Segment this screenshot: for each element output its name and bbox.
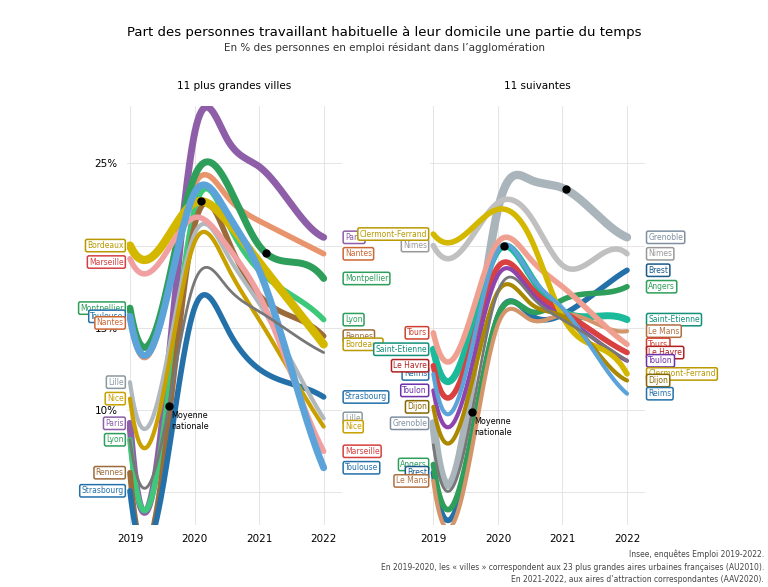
Text: Grenoble: Grenoble — [392, 419, 427, 428]
Text: Nice: Nice — [345, 422, 362, 431]
Text: Nimes: Nimes — [403, 241, 427, 250]
Text: Bordeaux: Bordeaux — [87, 241, 124, 250]
Text: Tours: Tours — [407, 328, 427, 338]
Text: Le Havre: Le Havre — [648, 348, 682, 357]
Text: Lille: Lille — [108, 377, 124, 387]
Text: Saint-Etienne: Saint-Etienne — [376, 345, 427, 354]
Text: Dijon: Dijon — [648, 376, 668, 385]
Text: Le Havre: Le Havre — [393, 361, 427, 370]
Text: Dijon: Dijon — [407, 402, 427, 411]
Text: Montpellier: Montpellier — [345, 274, 388, 283]
Text: Marseille: Marseille — [345, 447, 379, 456]
Text: Nimes: Nimes — [648, 249, 672, 258]
Text: Lille: Lille — [345, 414, 360, 423]
Text: Saint-Etienne: Saint-Etienne — [648, 315, 700, 324]
Text: Angers: Angers — [648, 282, 675, 291]
Text: Le Mans: Le Mans — [648, 326, 680, 336]
Text: Bordeaux: Bordeaux — [345, 340, 382, 349]
Text: Nice: Nice — [107, 394, 124, 403]
Text: Nantes: Nantes — [97, 318, 124, 328]
Text: Paris: Paris — [105, 419, 124, 428]
Text: Marseille: Marseille — [89, 258, 124, 266]
Text: Montpellier: Montpellier — [81, 303, 124, 313]
Text: Toulouse: Toulouse — [345, 463, 378, 473]
Text: Strasbourg: Strasbourg — [81, 486, 124, 495]
Text: Le Mans: Le Mans — [396, 477, 427, 485]
Text: Lyon: Lyon — [106, 436, 124, 444]
Text: Tours: Tours — [648, 340, 668, 349]
Text: Clermont-Ferrand: Clermont-Ferrand — [648, 369, 716, 379]
Text: Rennes: Rennes — [345, 332, 372, 340]
Text: Rennes: Rennes — [96, 468, 124, 477]
Text: Grenoble: Grenoble — [648, 233, 683, 242]
Text: En % des personnes en emploi résidant dans l’agglomération: En % des personnes en emploi résidant da… — [223, 42, 545, 53]
Text: 11 plus grandes villes: 11 plus grandes villes — [177, 81, 291, 91]
Text: Toulouse: Toulouse — [91, 312, 124, 321]
Text: Toulon: Toulon — [402, 386, 427, 395]
Text: Angers: Angers — [400, 460, 427, 469]
Text: Reims: Reims — [648, 389, 671, 398]
Text: Part des personnes travaillant habituelle à leur domicile une partie du temps: Part des personnes travaillant habituell… — [127, 26, 641, 39]
Text: Paris: Paris — [345, 233, 363, 242]
Text: Lyon: Lyon — [345, 315, 362, 324]
Text: Nantes: Nantes — [345, 249, 372, 258]
Text: Insee, enquêtes Emploi 2019-2022.
En 2019-2020, les « villes » correspondent aux: Insee, enquêtes Emploi 2019-2022. En 201… — [381, 549, 764, 584]
Text: Reims: Reims — [404, 369, 427, 379]
Text: Moyenne
nationale: Moyenne nationale — [171, 411, 209, 431]
Text: Clermont-Ferrand: Clermont-Ferrand — [359, 230, 427, 238]
Text: Moyenne
nationale: Moyenne nationale — [475, 417, 512, 437]
Text: 11 suivantes: 11 suivantes — [505, 81, 571, 91]
Text: Strasbourg: Strasbourg — [345, 393, 387, 402]
Text: Toulon: Toulon — [648, 356, 673, 365]
Text: Brest: Brest — [648, 266, 668, 275]
Text: Brest: Brest — [407, 468, 427, 477]
